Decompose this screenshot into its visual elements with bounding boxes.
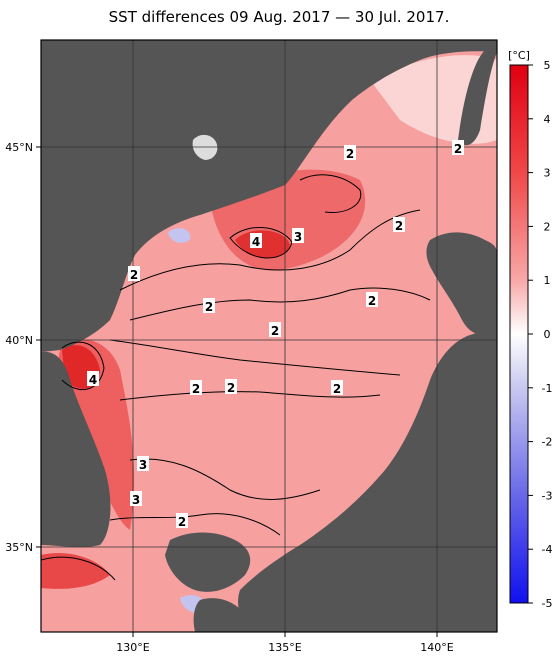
land-honshu bbox=[238, 330, 497, 632]
land-hokkaido bbox=[426, 232, 497, 336]
colorbar-tick-label: 1 bbox=[544, 274, 551, 287]
land-continent-north bbox=[41, 40, 497, 352]
contour-line-9 bbox=[61, 341, 105, 390]
land-island-north bbox=[192, 134, 218, 160]
contour-line-6 bbox=[109, 513, 281, 536]
axis-ticks bbox=[36, 146, 438, 637]
contour-label: 2 bbox=[205, 300, 213, 314]
colorbar-tick-label: -4 bbox=[542, 543, 553, 556]
contour-lines bbox=[41, 174, 431, 581]
warm-core-4 bbox=[235, 230, 290, 259]
contour-line-7 bbox=[299, 174, 362, 214]
contour-label: 2 bbox=[178, 515, 186, 529]
lat-label-45: 45°N bbox=[5, 141, 33, 154]
contour-labels: 2 2 4 3 2 2 2 2 4 2 2 2 2 3 3 2 bbox=[87, 140, 464, 529]
contour-label: 4 bbox=[252, 235, 260, 249]
colorbar: [°C] 5 4 3 2 1 0 -1 -2 -3 -4 -5 bbox=[508, 49, 552, 610]
contour-line-2 bbox=[129, 287, 431, 321]
contour-line-8 bbox=[229, 226, 293, 259]
colorbar-unit: [°C] bbox=[508, 49, 530, 62]
colorbar-tick-label: 0 bbox=[544, 328, 551, 341]
contour-label: 4 bbox=[89, 373, 97, 387]
contour-label: 2 bbox=[271, 324, 279, 338]
land-korea bbox=[41, 351, 111, 548]
map-frame bbox=[40, 39, 498, 633]
colorbar-tick-label: -1 bbox=[542, 382, 553, 395]
colorbar-tick-label: 2 bbox=[544, 220, 551, 233]
cool-patch-1 bbox=[168, 228, 191, 243]
graticule bbox=[41, 40, 497, 632]
contour-line-1 bbox=[119, 209, 421, 291]
contour-line-10 bbox=[41, 556, 116, 581]
contour-label: 2 bbox=[454, 142, 462, 156]
colorbar-tick-label: 5 bbox=[544, 59, 551, 72]
contour-label: 2 bbox=[346, 147, 354, 161]
contour-label: 2 bbox=[368, 294, 376, 308]
contour-label: 3 bbox=[132, 493, 140, 507]
land-shikoku bbox=[193, 598, 250, 632]
land-sakhalin bbox=[458, 40, 497, 146]
contour-line-5 bbox=[129, 458, 321, 500]
contour-line-3 bbox=[109, 339, 401, 376]
colorbar-tick-label: -5 bbox=[542, 597, 553, 610]
lon-label-130: 130°E bbox=[116, 641, 149, 654]
lat-label-40: 40°N bbox=[5, 334, 33, 347]
warm-patch-southwest bbox=[41, 552, 110, 589]
contour-label: 2 bbox=[227, 381, 235, 395]
colorbar-tick-label: 3 bbox=[544, 167, 551, 180]
map-title: SST differences 09 Aug. 2017 — 30 Jul. 2… bbox=[108, 8, 450, 26]
colorbar-scale bbox=[509, 64, 529, 604]
colorbar-ticks: 5 4 3 2 1 0 -1 -2 -3 -4 -5 bbox=[528, 59, 552, 610]
contour-label: 2 bbox=[395, 219, 403, 233]
contour-label: 2 bbox=[192, 382, 200, 396]
lat-label-35: 35°N bbox=[5, 541, 33, 554]
lon-label-140: 140°E bbox=[420, 641, 453, 654]
contour-label: 2 bbox=[130, 268, 138, 282]
colorbar-tick-label: -2 bbox=[542, 436, 553, 449]
contour-label: 3 bbox=[139, 458, 147, 472]
colorbar-tick-label: 4 bbox=[544, 113, 551, 126]
contour-line-4 bbox=[119, 391, 381, 401]
contour-label: 2 bbox=[333, 382, 341, 396]
colorbar-tick-label: -3 bbox=[542, 489, 553, 502]
contour-label: 3 bbox=[294, 230, 302, 244]
lon-label-135: 135°E bbox=[268, 641, 301, 654]
